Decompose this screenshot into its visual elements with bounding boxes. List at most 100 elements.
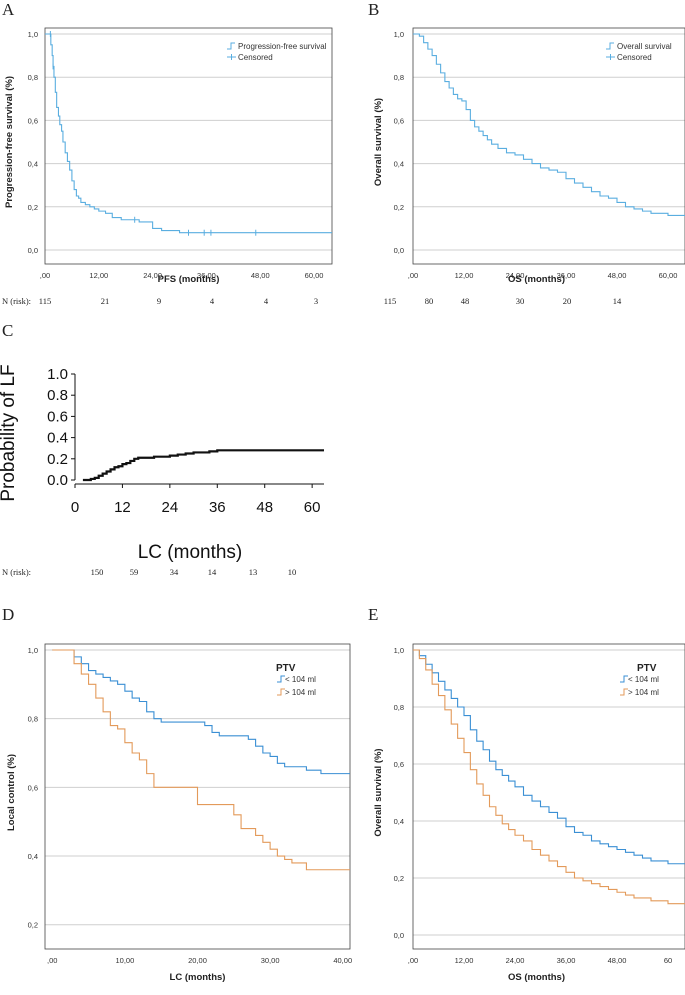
risk-count: 14: [208, 567, 217, 577]
x-tick-label: 12,00: [89, 271, 108, 280]
y-axis-title: Progression-free survival (%): [4, 76, 15, 208]
x-tick-label: 12,00: [455, 956, 474, 965]
y-tick-label: 0,8: [394, 703, 404, 712]
x-tick-label: 60,00: [659, 271, 678, 280]
legend-swatch: [606, 42, 614, 50]
panel-letter: C: [2, 321, 13, 340]
y-tick-label: 0.0: [47, 472, 68, 489]
x-tick-label: 20,00: [188, 956, 207, 965]
legend-label: < 104 ml: [628, 675, 659, 684]
y-tick-label: 0,8: [28, 73, 38, 82]
y-tick-label: 0,0: [394, 246, 404, 255]
plot-frame: [412, 27, 685, 265]
x-tick-label: ,00: [40, 271, 50, 280]
series-line-1: [82, 449, 324, 482]
x-tick-label: 24,00: [506, 956, 525, 965]
x-tick-label: 10,00: [115, 956, 134, 965]
plot-frame: [44, 643, 351, 950]
legend-label: Progression-free survival: [238, 42, 327, 51]
x-axis-title: OS (months): [508, 274, 565, 285]
y-axis-title: Local control (%): [6, 754, 17, 831]
legend-swatch: [620, 688, 628, 696]
risk-count: 115: [384, 296, 396, 306]
y-tick-label: 1,0: [394, 30, 404, 39]
risk-label: N (risk):: [2, 567, 31, 577]
risk-count: 48: [461, 296, 470, 306]
risk-count: 9: [157, 296, 161, 306]
y-tick-label: 0,0: [28, 246, 38, 255]
y-tick-label: 0.6: [47, 408, 68, 425]
risk-count: 34: [170, 567, 179, 577]
legend-label: Censored: [617, 53, 652, 62]
risk-count: 4: [264, 296, 269, 306]
panel-letter: B: [368, 0, 379, 19]
risk-count: 3: [314, 296, 318, 306]
y-tick-label: 0,6: [28, 783, 38, 792]
risk-count: 4: [210, 296, 215, 306]
series-line-1: [413, 649, 685, 865]
risk-count: 14: [613, 296, 622, 306]
x-tick-label: 36,00: [557, 271, 576, 280]
series-line-1: [45, 33, 332, 234]
x-tick-label: 30,00: [261, 956, 280, 965]
y-tick-label: 0.4: [47, 430, 68, 447]
x-tick-label: ,00: [408, 956, 418, 965]
y-tick-label: 0,4: [394, 160, 404, 169]
y-tick-label: 1,0: [28, 646, 38, 655]
y-tick-label: 0,4: [28, 852, 38, 861]
legend-label: Censored: [238, 53, 273, 62]
x-tick-label: 12: [114, 499, 131, 516]
y-tick-label: 0,2: [28, 203, 38, 212]
series-line-2: [52, 649, 350, 871]
legend-label: > 104 ml: [285, 688, 316, 697]
series-line-2: [413, 649, 685, 905]
chart-panel-a: A 0,0 0,2 0,4 0,6 0,8 1,0 ,00 12,00 24,00 36,00 48,…: [2, 0, 333, 306]
x-tick-label: 48: [256, 499, 273, 516]
y-tick-label: 0,6: [394, 116, 404, 125]
y-tick-label: 0.8: [47, 387, 68, 404]
legend-swatch: [277, 675, 285, 683]
panel-letter: D: [2, 605, 14, 624]
x-tick-label: 12,00: [455, 271, 474, 280]
series-line-1: [52, 649, 350, 775]
y-tick-label: 0,8: [394, 73, 404, 82]
y-tick-label: 0,6: [394, 760, 404, 769]
x-axis-title: OS (months): [508, 972, 565, 983]
y-tick-label: 0,2: [394, 874, 404, 883]
risk-count: 80: [425, 296, 434, 306]
risk-count: 30: [516, 296, 525, 306]
x-axis-title: LC (months): [138, 542, 243, 563]
y-tick-label: 0.2: [47, 451, 68, 468]
y-tick-label: 1,0: [28, 30, 38, 39]
x-axis-title: PFS (months): [158, 274, 220, 285]
risk-label: N (risk):: [2, 296, 31, 306]
y-tick-label: 0,4: [28, 160, 38, 169]
y-tick-label: 1.0: [47, 366, 68, 383]
y-tick-label: 1,0: [394, 646, 404, 655]
chart-panel-c: C 0.0 0.2 0.4 0.6 0.8 1.0 0 12 24 36 48 60 LC (months…: [0, 321, 324, 577]
y-axis-title: Overall survival (%): [373, 748, 384, 836]
x-tick-label: ,00: [408, 271, 418, 280]
risk-count: 21: [101, 296, 110, 306]
x-tick-label: 0: [71, 499, 79, 516]
x-tick-label: 36,00: [197, 271, 216, 280]
risk-count: 13: [249, 567, 258, 577]
y-tick-label: 0,0: [394, 931, 404, 940]
x-tick-label: 40,00: [333, 956, 352, 965]
risk-count: 115: [39, 296, 51, 306]
legend-label: > 104 ml: [628, 688, 659, 697]
plot-frame: [412, 643, 685, 950]
x-tick-label: 36,00: [557, 956, 576, 965]
y-tick-label: 0,6: [28, 116, 38, 125]
x-tick-label: 36: [209, 499, 226, 516]
risk-count: 150: [91, 567, 104, 577]
x-axis-title: LC (months): [170, 972, 226, 983]
x-tick-label: 60: [304, 499, 321, 516]
risk-count: 59: [130, 567, 139, 577]
x-tick-label: 60: [664, 956, 672, 965]
panel-letter: A: [2, 0, 15, 19]
x-tick-label: 48,00: [608, 271, 627, 280]
legend-title: PTV: [637, 663, 657, 674]
panel-letter: E: [368, 605, 378, 624]
